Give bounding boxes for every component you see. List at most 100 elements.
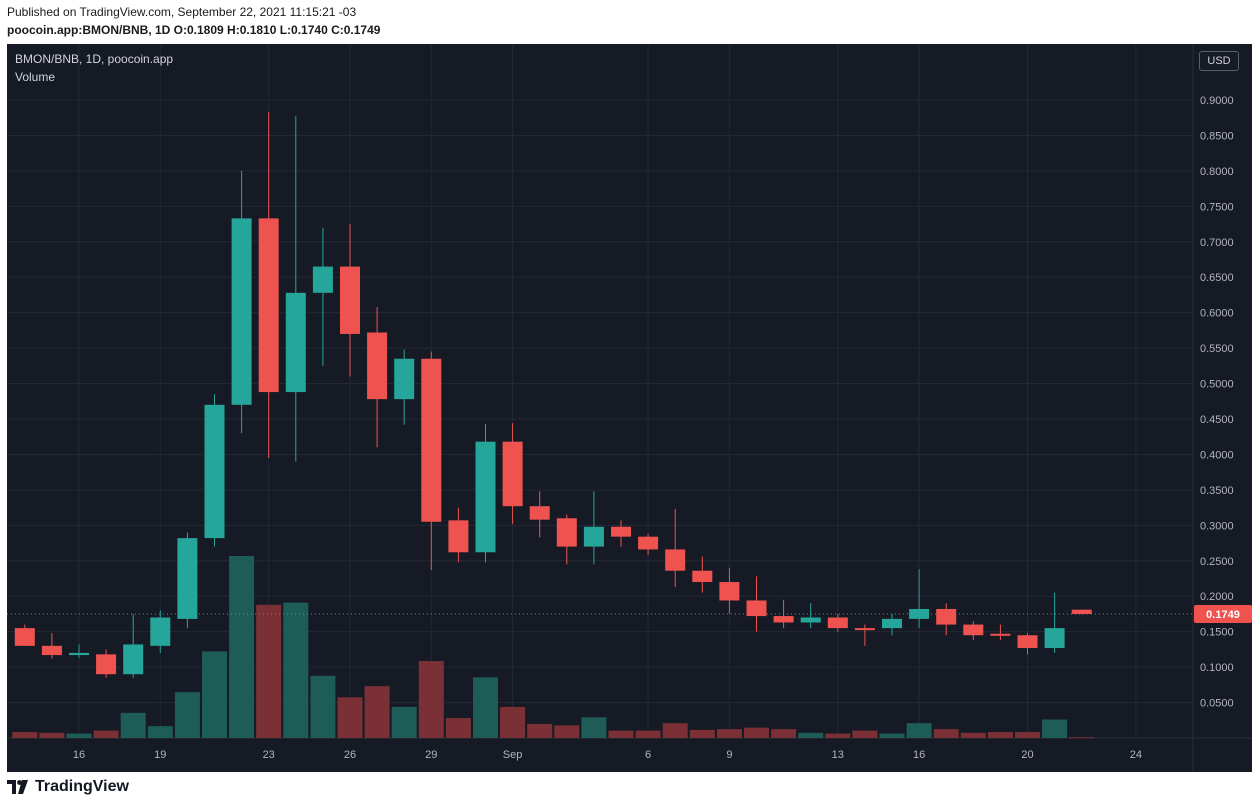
- volume-bar: [364, 686, 390, 738]
- last-price-badge: [1194, 605, 1252, 624]
- x-tick-label: 24: [1130, 749, 1142, 761]
- volume-bar: [906, 723, 932, 738]
- x-tick-label: 29: [425, 749, 437, 761]
- y-tick-label: 0.0500: [1200, 698, 1234, 710]
- candle-body[interactable]: [69, 652, 89, 656]
- currency-button[interactable]: USD: [1199, 51, 1239, 71]
- x-tick-label: 9: [726, 749, 732, 761]
- candle-body[interactable]: [909, 608, 930, 619]
- y-tick-label: 0.5500: [1200, 343, 1234, 355]
- candle-body[interactable]: [692, 570, 713, 583]
- tradingview-logo-icon: [7, 780, 28, 794]
- candle-body[interactable]: [638, 536, 659, 550]
- y-tick-label: 0.3000: [1200, 520, 1234, 532]
- candle-body[interactable]: [448, 520, 469, 553]
- candle-body[interactable]: [746, 600, 767, 617]
- candle-body[interactable]: [150, 617, 171, 646]
- candle-body[interactable]: [421, 358, 442, 522]
- x-tick-label: 13: [832, 749, 844, 761]
- volume-bar: [852, 730, 878, 738]
- y-tick-label: 0.6000: [1200, 308, 1234, 320]
- volume-bar: [608, 730, 634, 738]
- last-price-label: 0.1749: [1206, 609, 1240, 621]
- candle-body[interactable]: [882, 618, 902, 629]
- x-tick-label: 23: [263, 749, 275, 761]
- x-tick-label: 6: [645, 749, 651, 761]
- tradingview-logo[interactable]: TradingView: [7, 775, 129, 799]
- volume-bar: [391, 706, 417, 738]
- candle-body[interactable]: [827, 617, 848, 629]
- y-tick-label: 0.7500: [1200, 201, 1234, 213]
- candle-body[interactable]: [394, 358, 415, 400]
- volume-label: Volume: [15, 70, 56, 84]
- candle-body[interactable]: [475, 441, 496, 553]
- candle-body[interactable]: [665, 549, 686, 571]
- candle-body[interactable]: [177, 538, 198, 619]
- volume-bar: [554, 725, 580, 738]
- candle-body[interactable]: [529, 506, 550, 520]
- candle-body[interactable]: [583, 526, 604, 547]
- volume-bar: [256, 604, 282, 738]
- volume-bar: [202, 651, 227, 738]
- volume-bar: [147, 726, 173, 738]
- candle-body[interactable]: [14, 628, 35, 646]
- candle-body[interactable]: [285, 292, 306, 393]
- volume-bar: [744, 727, 769, 738]
- candle-body[interactable]: [719, 582, 740, 601]
- candle-body[interactable]: [367, 332, 388, 400]
- candle-body[interactable]: [556, 518, 577, 547]
- volume-bar: [93, 730, 119, 738]
- volume-bar: [1015, 732, 1040, 738]
- candle-body[interactable]: [936, 608, 957, 625]
- volume-bar: [39, 732, 65, 738]
- candle-body[interactable]: [123, 644, 144, 675]
- candle-body[interactable]: [963, 624, 984, 636]
- candlestick-chart[interactable]: 0.0500 0.1000 0.1500 0.2000 0.2500 0.3000 0.35…: [7, 44, 1252, 772]
- chart-container[interactable]: 0.0500 0.1000 0.1500 0.2000 0.2500 0.3000 0.35…: [7, 44, 1252, 772]
- volume-bar: [987, 732, 1013, 738]
- volume-bar: [418, 661, 444, 738]
- candle-body[interactable]: [312, 266, 333, 293]
- y-tick-label: 0.4500: [1200, 414, 1234, 426]
- candle-body[interactable]: [1017, 635, 1038, 648]
- volume-bar: [229, 555, 255, 738]
- y-tick-label: 0.7000: [1200, 237, 1234, 249]
- candle-body[interactable]: [41, 645, 62, 656]
- candle-body[interactable]: [773, 616, 794, 623]
- candle-body[interactable]: [502, 441, 523, 507]
- y-tick-label: 0.8500: [1200, 130, 1234, 142]
- candle-body[interactable]: [854, 628, 875, 631]
- candle-body[interactable]: [990, 633, 1011, 636]
- candle-body[interactable]: [340, 266, 360, 334]
- candle-body[interactable]: [231, 218, 252, 405]
- volume-bar: [500, 706, 526, 738]
- symbol-ohlc-line: poocoin.app:BMON/BNB, 1D O:0.1809 H:0.18…: [7, 23, 381, 37]
- volume-bar: [581, 717, 607, 738]
- tradingview-brand-text: TradingView: [35, 778, 129, 795]
- y-tick-label: 0.4000: [1200, 449, 1234, 461]
- y-tick-label: 0.2000: [1200, 591, 1234, 603]
- candle-body[interactable]: [611, 526, 631, 537]
- volume-bar: [445, 718, 471, 738]
- x-tick-label: Sep: [503, 749, 523, 761]
- volume-bar: [960, 732, 986, 738]
- volume-bar: [283, 602, 309, 738]
- volume-bar: [933, 729, 959, 738]
- volume-bar: [1042, 719, 1068, 738]
- x-tick-label: 26: [344, 749, 356, 761]
- candle-body[interactable]: [258, 218, 279, 393]
- volume-bar: [879, 733, 905, 738]
- x-tick-label: 19: [154, 749, 166, 761]
- volume-bar: [825, 733, 851, 738]
- volume-bar: [771, 729, 797, 738]
- candle-body[interactable]: [1071, 609, 1092, 614]
- volume-bar: [1069, 737, 1095, 739]
- candle-body[interactable]: [800, 617, 821, 623]
- volume-bar: [174, 692, 200, 738]
- candle-body[interactable]: [1044, 628, 1065, 648]
- y-tick-label: 0.6500: [1200, 272, 1234, 284]
- y-tick-label: 0.3500: [1200, 485, 1234, 497]
- y-tick-label: 0.2500: [1200, 556, 1234, 568]
- candle-body[interactable]: [96, 654, 117, 675]
- candle-body[interactable]: [204, 404, 225, 539]
